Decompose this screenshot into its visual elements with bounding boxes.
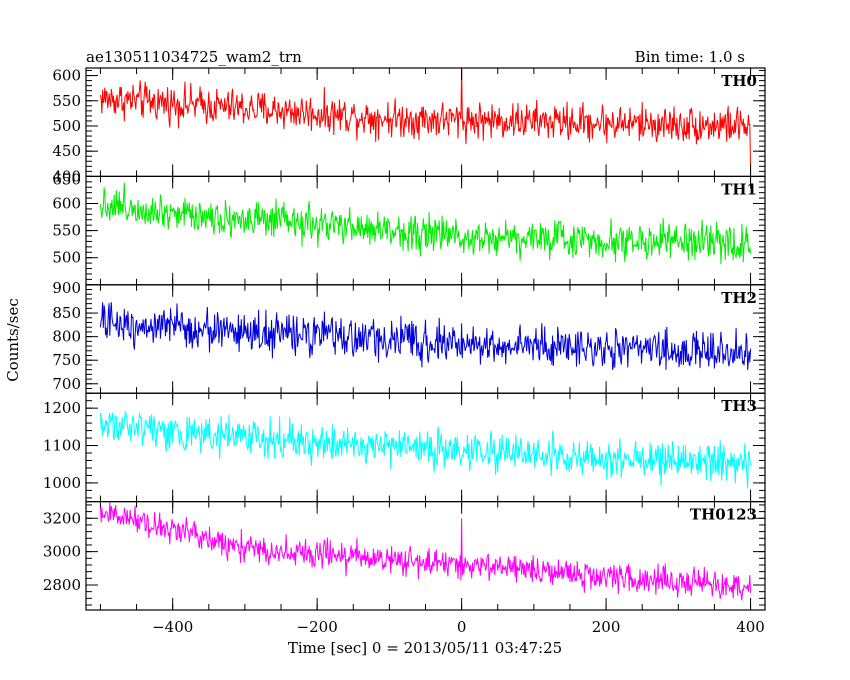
y-tick-label: 750 xyxy=(52,351,81,369)
panel-name-th1: TH1 xyxy=(721,180,757,198)
y-tick-label: 550 xyxy=(52,92,81,110)
series-th1-line xyxy=(99,182,752,265)
x-tick-label: −400 xyxy=(152,618,193,636)
x-tick-label: 400 xyxy=(736,618,765,636)
y-tick-label: 600 xyxy=(52,195,81,213)
y-tick-label: 400 xyxy=(52,167,81,185)
y-tick-label: 1000 xyxy=(43,474,81,492)
y-tick-label: 650 xyxy=(52,170,81,188)
x-axis-label: Time [sec] 0 = 2013/05/11 03:47:25 xyxy=(288,639,562,657)
y-tick-label: 450 xyxy=(52,142,81,160)
x-tick-label: 0 xyxy=(457,618,467,636)
y-tick-label: 1100 xyxy=(43,437,81,455)
series-th3-line xyxy=(99,410,752,488)
bin-time-label: Bin time: 1.0 s xyxy=(635,48,745,66)
y-tick-label: 600 xyxy=(52,67,81,85)
chart-title: ae130511034725_wam2_trn xyxy=(86,48,302,66)
y-tick-label: 700 xyxy=(52,375,81,393)
panel-th2-frame xyxy=(85,284,766,394)
series-th0-line xyxy=(99,68,752,172)
x-tick-label: 200 xyxy=(592,618,621,636)
panel-name-th2: TH2 xyxy=(721,289,757,307)
series-th2-line xyxy=(99,302,752,371)
panel-name-th3: TH3 xyxy=(721,397,757,415)
y-tick-label: 2800 xyxy=(43,576,81,594)
y-tick-label: 500 xyxy=(52,117,81,135)
y-tick-label: 800 xyxy=(52,328,81,346)
x-tick-label: −200 xyxy=(297,618,338,636)
y-tick-label: 550 xyxy=(52,222,81,240)
panel-name-th0123: TH0123 xyxy=(690,506,757,524)
y-tick-label: 850 xyxy=(52,304,81,322)
panels-group: 450 500 550 600 400 TH0 500 550 600 650 TH1 700 750 8… xyxy=(43,67,766,636)
y-tick-label: 500 xyxy=(52,249,81,267)
y-axis-label: Counts/sec xyxy=(4,298,22,382)
y-tick-label: 900 xyxy=(52,279,81,297)
panel-th0123-frame xyxy=(85,501,766,611)
series-th0123-line xyxy=(99,502,752,601)
y-tick-label: 1200 xyxy=(43,399,81,417)
y-tick-label: 3200 xyxy=(43,509,81,527)
y-tick-label: 3000 xyxy=(43,543,81,561)
panel-name-th0: TH0 xyxy=(721,72,757,90)
